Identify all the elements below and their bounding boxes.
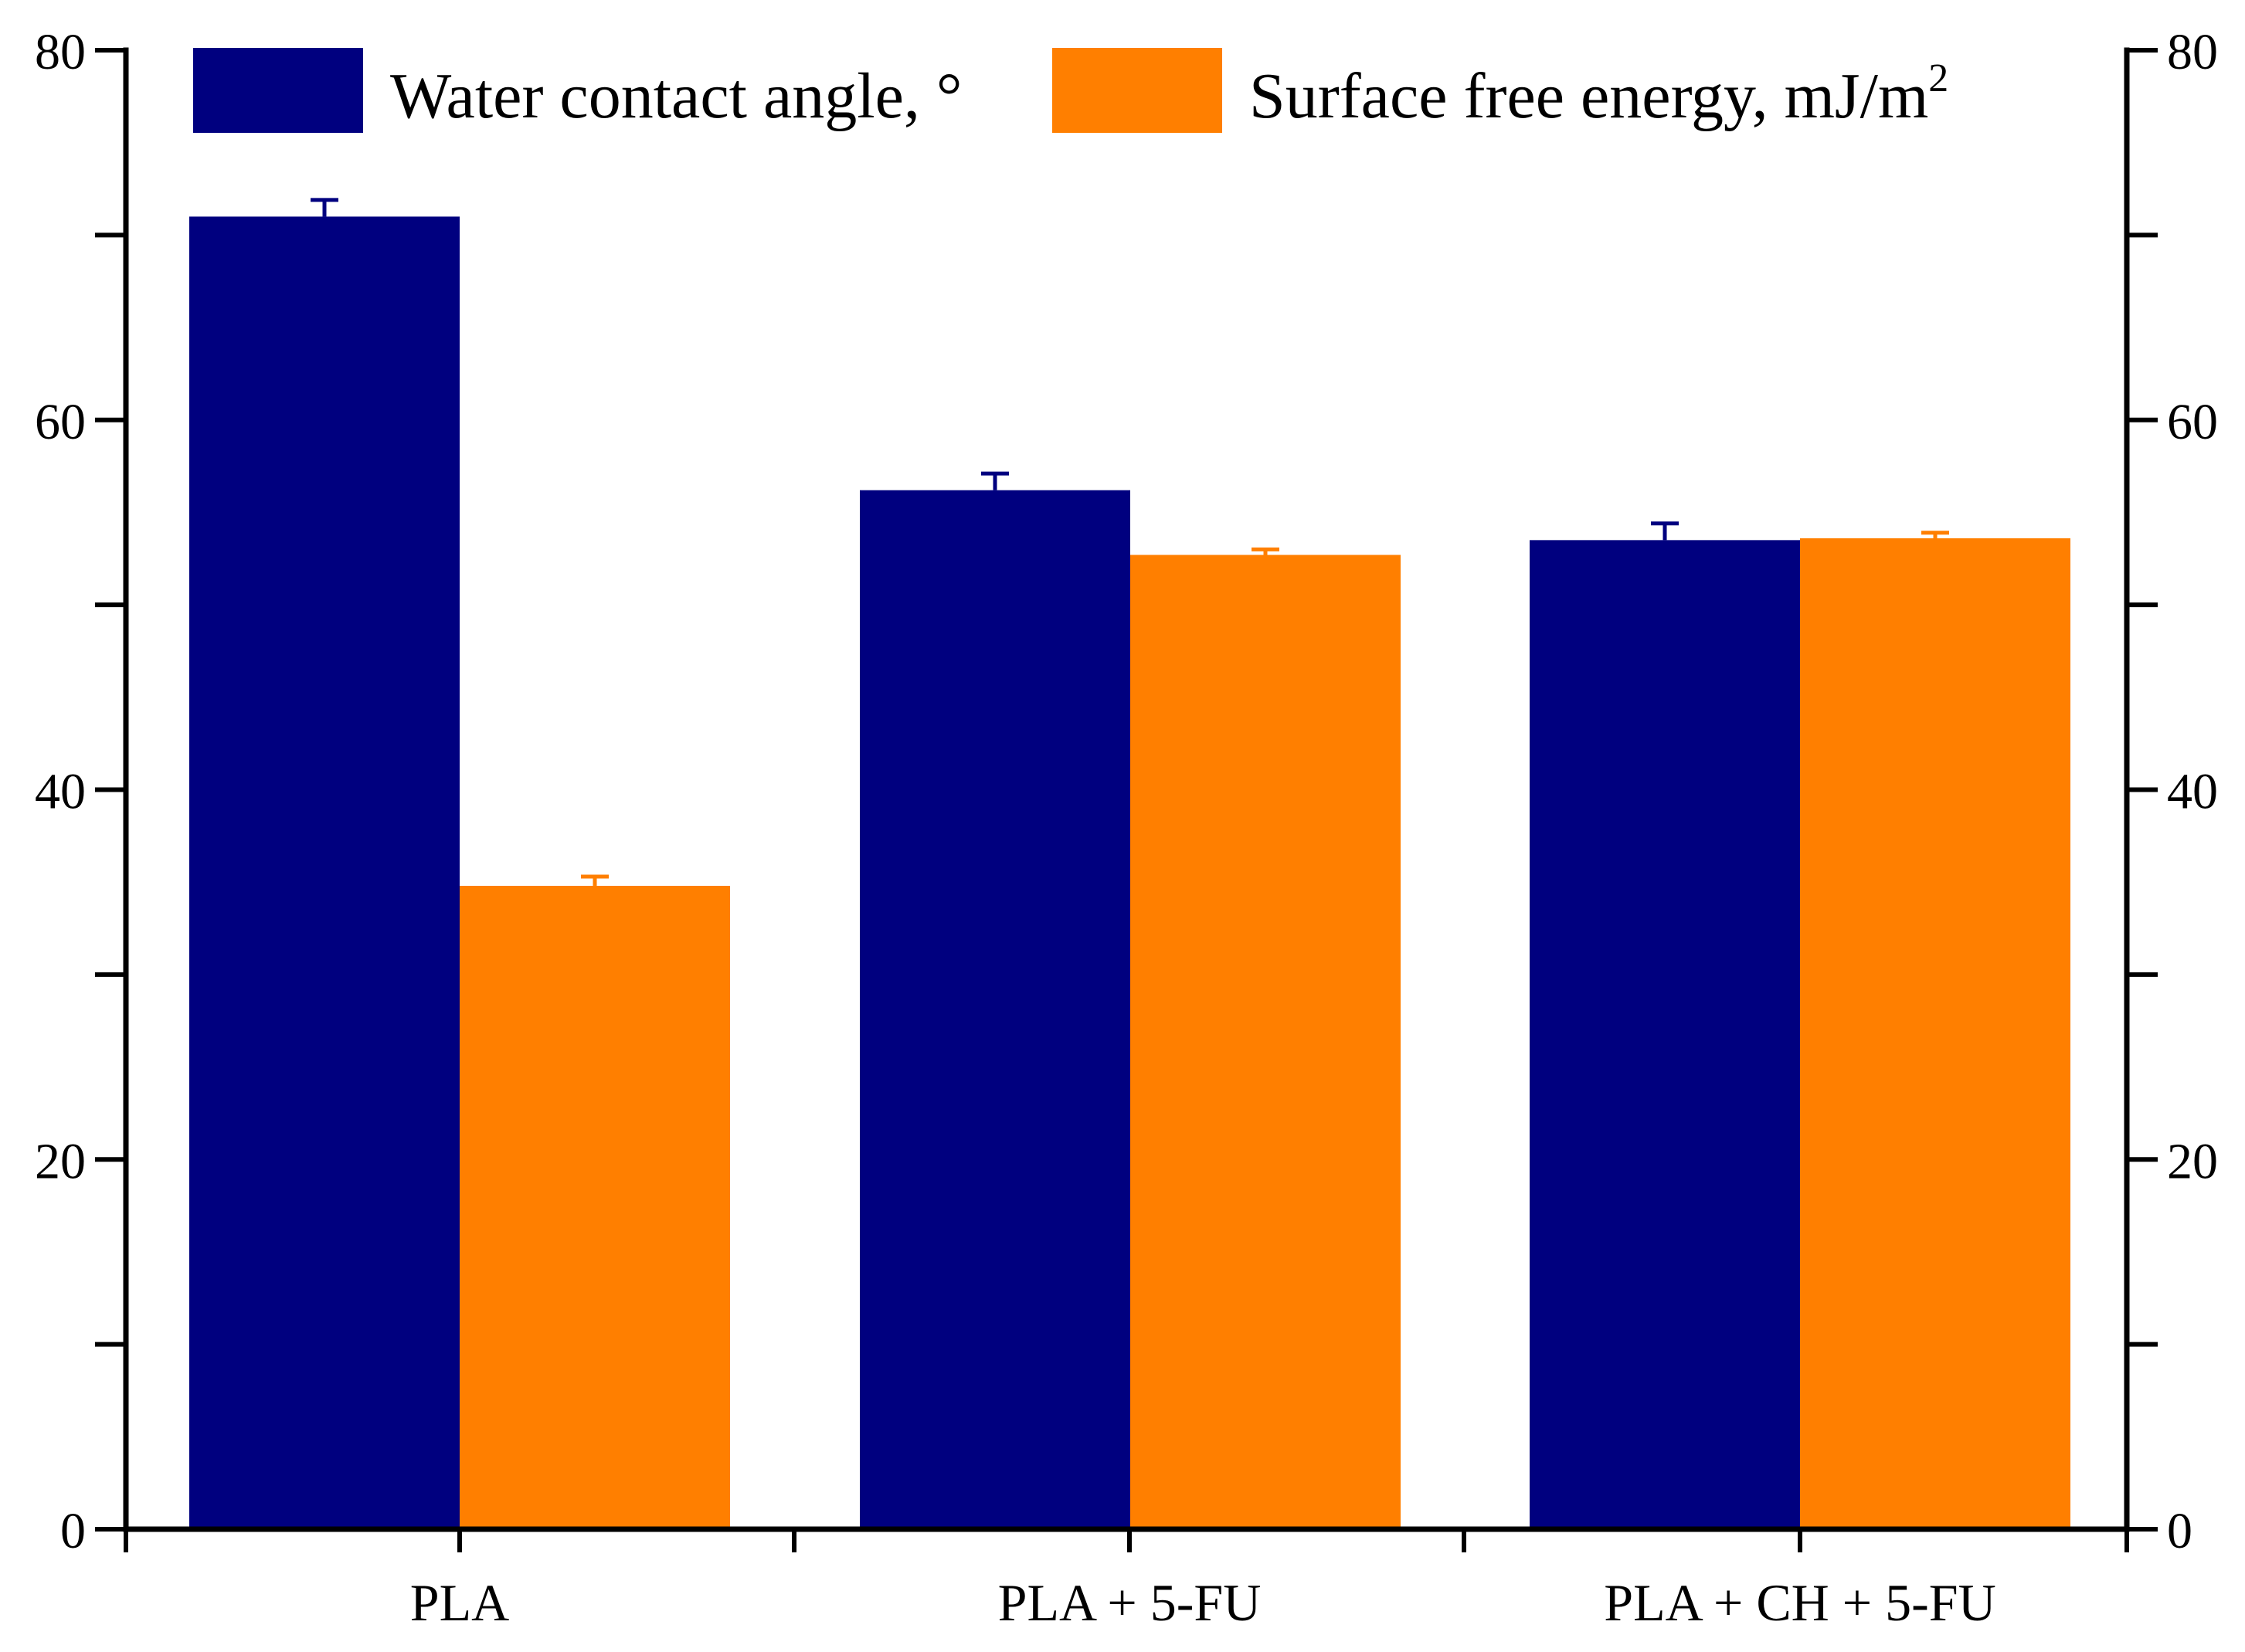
- legend: Water contact angle, ° Surface free ener…: [193, 48, 1948, 133]
- legend-swatch-surface-free-energy: [1052, 48, 1222, 133]
- error-bar-water-contact-angle-pla: [311, 198, 338, 217]
- category-label-pla: PLA: [410, 1573, 509, 1632]
- error-bar-surface-free-energy-mj-m-pla: [581, 874, 609, 886]
- error-bar-surface-free-energy-mj-m-pla-5-fu: [1252, 547, 1279, 555]
- legend-label-water-contact-angle: Water contact angle, °: [390, 60, 962, 132]
- category-label-pla-ch-5-fu: PLA + CH + 5-FU: [1604, 1573, 1995, 1632]
- left-tick-label: 20: [35, 1133, 86, 1189]
- bar-water-contact-angle-pla: [189, 216, 460, 1529]
- error-bar-water-contact-angle-pla-ch-5-fu: [1651, 521, 1679, 541]
- left-tick-label: 0: [60, 1503, 86, 1559]
- legend-label-surface-free-energy-text: Surface free energy, mJ/m: [1249, 60, 1928, 132]
- legend-label-surface-free-energy: Surface free energy, mJ/m2: [1249, 56, 1948, 132]
- bar-surface-free-energy-mj-m-pla: [460, 885, 730, 1529]
- error-bar-water-contact-angle-pla-5-fu: [981, 471, 1009, 490]
- right-tick-label: 40: [2167, 764, 2218, 820]
- left-tick-label: 60: [35, 394, 86, 450]
- bars-layer: [189, 216, 2070, 1530]
- error-bars-layer: [311, 198, 1949, 886]
- legend-label-superscript: 2: [1928, 56, 1948, 100]
- right-tick-label: 0: [2167, 1503, 2192, 1559]
- left-tick-label: 40: [35, 764, 86, 820]
- bar-surface-free-energy-mj-m-pla-ch-5-fu: [1800, 538, 2070, 1530]
- bar-water-contact-angle-pla-5-fu: [860, 490, 1130, 1529]
- left-tick-label: 80: [35, 24, 86, 80]
- legend-swatch-water-contact-angle: [193, 48, 363, 133]
- right-tick-label: 20: [2167, 1133, 2218, 1189]
- error-bar-surface-free-energy-mj-m-pla-ch-5-fu: [1921, 531, 1949, 538]
- bar-surface-free-energy-mj-m-pla-5-fu: [1130, 555, 1401, 1529]
- axes-layer: 0 20 40 60 80 0 20 40 60 80 PLA PLA + 5-FU PLA + CH …: [35, 24, 2218, 1632]
- right-tick-label: 60: [2167, 394, 2218, 450]
- right-tick-label: 80: [2167, 24, 2218, 80]
- bar-water-contact-angle-pla-ch-5-fu: [1530, 540, 1800, 1529]
- category-label-pla-5-fu: PLA + 5-FU: [998, 1573, 1262, 1632]
